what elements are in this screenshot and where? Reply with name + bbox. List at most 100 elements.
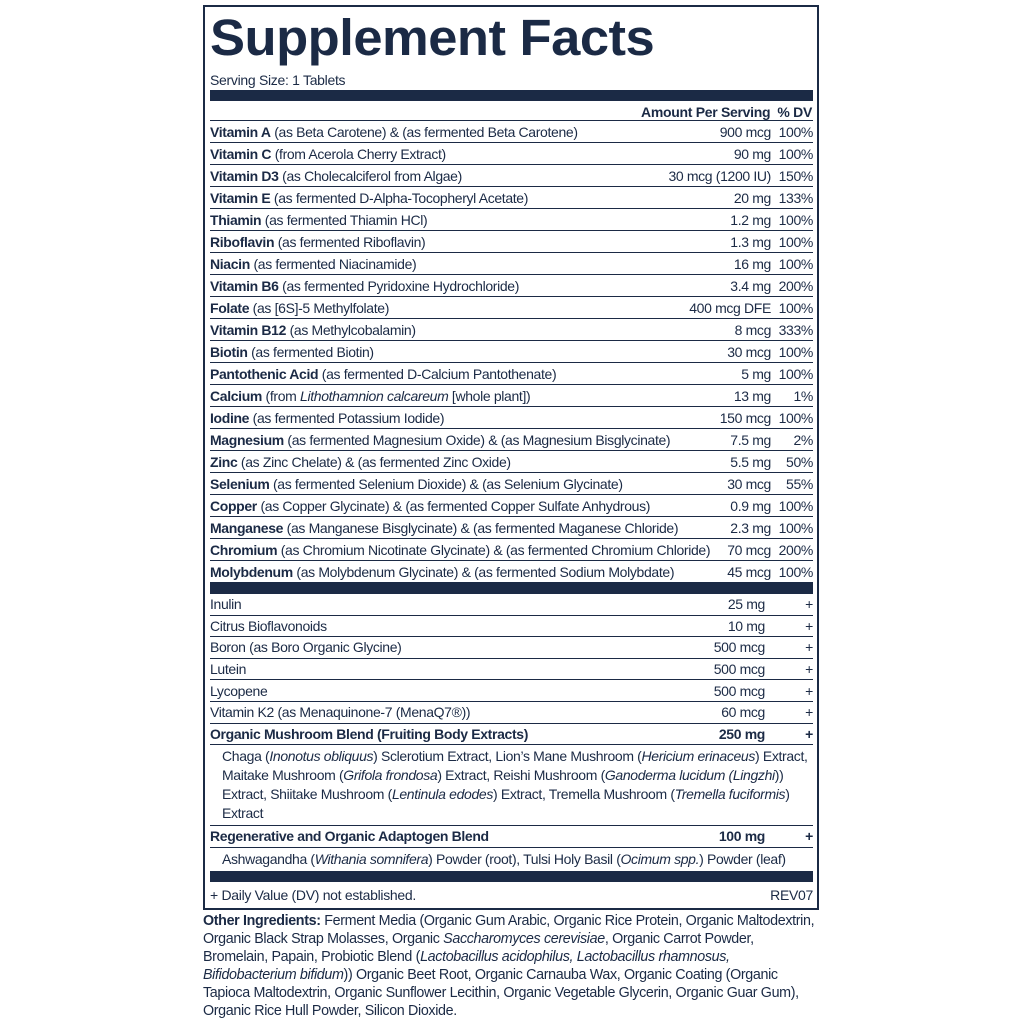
nutrient-dv: 100%	[778, 299, 814, 316]
nutrient-row: Iodine (as fermented Potassium Iodide) 15…	[210, 407, 813, 429]
nutrient-name: Citrus Bioflavonoids	[210, 617, 327, 634]
nutrient-name: Molybdenum (as Molybdenum Glycinate) & (…	[210, 564, 727, 580]
nutrient-dv: +	[805, 639, 813, 656]
nutrient-row: Vitamin E (as fermented D-Alpha-Tocopher…	[210, 187, 813, 209]
revision-code: REV07	[770, 886, 813, 903]
text-segment: (as Beta Carotene) & (as fermented Beta …	[270, 123, 578, 140]
nutrient-label: Biotin	[210, 343, 248, 360]
nutrient-dv: 200%	[778, 541, 814, 558]
nutrient-name: Vitamin B6 (as fermented Pyridoxine Hydr…	[210, 278, 730, 294]
nutrient-label: Chromium	[210, 541, 278, 558]
nutrient-dv: 2%	[793, 431, 813, 448]
text-segment: (as Zinc Chelate) & (as fermented Zinc O…	[237, 453, 511, 470]
nutrient-dv: 100%	[778, 563, 814, 580]
nutrient-dv: 1%	[793, 387, 813, 404]
blend-amount: 250 mg	[718, 725, 766, 742]
text-segment: (as fermented Magnesium Oxide) & (as Mag…	[283, 431, 671, 448]
nutrient-amount: 30 mcg	[727, 475, 771, 492]
text-segment: ) Extract, Tremella Mushroom (	[493, 786, 675, 803]
nutrient-row: Vitamin B6 (as fermented Pyridoxine Hydr…	[210, 275, 813, 297]
nutrient-dv: 100%	[778, 365, 814, 382]
latin-name: Withania somnifera	[314, 850, 429, 867]
footnote: + Daily Value (DV) not established.	[210, 886, 416, 903]
latin-name: Saccharomyces cerevisiae	[443, 931, 605, 947]
nutrient-label: Selenium	[210, 475, 270, 492]
mushroom-blend-ingredients: Chaga (Inonotus obliquus) Sclerotium Ext…	[210, 745, 813, 827]
nutrient-name: Vitamin E (as fermented D-Alpha-Tocopher…	[210, 190, 734, 206]
nutrient-amount: 3.4 mg	[730, 277, 771, 294]
nutrient-label: Vitamin E	[210, 189, 271, 206]
nutrient-amount: 500 mcg	[713, 661, 766, 678]
serving-size: Serving Size: 1 Tablets	[210, 72, 346, 88]
nutrient-amount: 0.9 mg	[730, 497, 771, 514]
nutrient-dv: 100%	[778, 255, 814, 272]
other-ingredients: Other Ingredients: Ferment Media (Organi…	[203, 912, 819, 1020]
nutrient-name: Inulin	[210, 596, 242, 613]
nutrient-dv: 150%	[778, 167, 814, 184]
nutrient-row: Niacin (as fermented Niacinamide) 16 mg 10…	[210, 253, 813, 275]
divider-bar	[210, 870, 813, 882]
text-segment: (as fermented Selenium Dioxide) & (as Se…	[269, 475, 623, 492]
nutrient-dv: 100%	[778, 497, 814, 514]
nutrient-amount: 500 mcg	[713, 639, 766, 656]
nutrient-dv: 50%	[786, 453, 813, 470]
text-segment: (as fermented Potassium Iodide)	[249, 409, 445, 426]
nutrient-amount: 400 mcg DFE	[689, 299, 771, 316]
text-segment: (as [6S]-5 Methylfolate)	[249, 299, 390, 316]
nutrient-row: Boron (as Boro Organic Glycine) 500 mcg +	[210, 637, 813, 659]
nutrient-row: Thiamin (as fermented Thiamin HCl) 1.2 mg…	[210, 209, 813, 231]
vitamin-list: Vitamin A (as Beta Carotene) & (as ferme…	[210, 121, 813, 583]
nutrient-row: Inulin 25 mg +	[210, 594, 813, 616]
nutrient-amount: 5 mg	[741, 365, 771, 382]
latin-name: Lactobacillus acidophilus, Lactobacillus…	[203, 949, 730, 983]
nutrient-dv: 100%	[778, 123, 814, 140]
nutrient-dv: 100%	[778, 519, 814, 536]
text-segment: , Organic Carrot Powder, Bromelain, Papa…	[203, 931, 754, 965]
nutrient-dv: +	[805, 682, 813, 699]
text-segment: (as fermented Pyridoxine Hydrochloride)	[278, 277, 520, 294]
nutrient-amount: 30 mcg	[727, 343, 771, 360]
nutrient-amount: 60 mcg	[721, 704, 765, 721]
nutrient-amount: 1.3 mg	[730, 233, 771, 250]
column-header: Amount Per Serving % DV	[210, 101, 813, 121]
text-segment: (as Chromium Nicotinate Glycinate) & (as…	[277, 541, 711, 558]
nutrient-name: Vitamin B12 (as Methylcobalamin)	[210, 322, 735, 338]
blend-dv: +	[805, 725, 813, 742]
nutrient-amount: 30 mcg (1200 IU)	[668, 167, 771, 184]
nutrient-amount: 1.2 mg	[730, 211, 771, 228]
latin-name: Grifola frondosa	[343, 767, 438, 784]
nutrient-row: Vitamin C (from Acerola Cherry Extract) 9…	[210, 143, 813, 165]
nutrient-name: Vitamin C (from Acerola Cherry Extract)	[210, 146, 734, 162]
nutrient-row: Zinc (as Zinc Chelate) & (as fermented Z…	[210, 451, 813, 473]
nutrient-row: Riboflavin (as fermented Riboflavin) 1.3 …	[210, 231, 813, 253]
nutrient-amount: 150 mcg	[719, 409, 772, 426]
nutrient-dv: +	[805, 704, 813, 721]
text-segment: (from Acerola Cherry Extract)	[271, 145, 446, 162]
adaptogen-blend-row: Regenerative and Organic Adaptogen Blend…	[210, 826, 813, 848]
nutrient-label: Thiamin	[210, 211, 262, 228]
nutrient-dv: +	[805, 617, 813, 634]
nutrient-row: Manganese (as Manganese Bisglycinate) & …	[210, 517, 813, 539]
nutrient-dv: 55%	[786, 475, 813, 492]
nutrient-name: Riboflavin (as fermented Riboflavin)	[210, 234, 730, 250]
nutrient-label: Niacin	[210, 255, 250, 272]
nutrient-name: Chromium (as Chromium Nicotinate Glycina…	[210, 542, 727, 558]
text-segment: Ashwagandha (	[222, 850, 315, 867]
nutrient-label: Vitamin B6	[210, 277, 279, 294]
text-segment: (as Methylcobalamin)	[286, 321, 416, 338]
text-segment: ) Powder (leaf)	[699, 850, 786, 867]
nutrient-amount: 7.5 mg	[730, 431, 771, 448]
nutrient-row: Vitamin K2 (as Menaquinone-7 (MenaQ7®)) 6…	[210, 702, 813, 724]
divider-bar	[210, 90, 813, 101]
nutrient-label: Iodine	[210, 409, 250, 426]
nutrient-amount: 8 mcg	[734, 321, 772, 338]
nutrient-dv: 100%	[778, 233, 814, 250]
nutrient-name: Calcium (from Lithothamnion calcareum [w…	[210, 388, 734, 404]
nutrient-label: Vitamin B12	[210, 321, 287, 338]
nutrient-dv: +	[805, 661, 813, 678]
nutrient-label: Zinc	[210, 453, 238, 470]
nutrient-amount: 90 mg	[733, 145, 772, 162]
nutrient-label: Folate	[210, 299, 250, 316]
nutrient-name: Copper (as Copper Glycinate) & (as ferme…	[210, 498, 730, 514]
text-segment: (as Molybdenum Glycinate) & (as fermente…	[292, 563, 675, 580]
